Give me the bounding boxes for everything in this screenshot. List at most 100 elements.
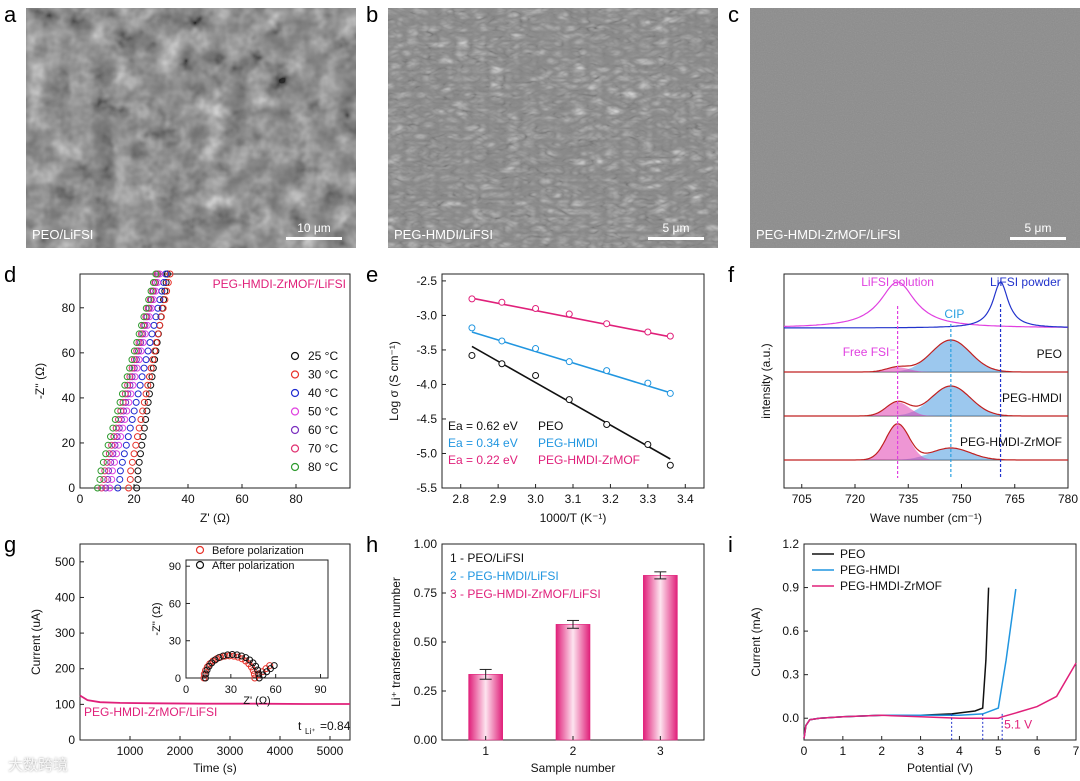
d-point-2-19 [150, 321, 158, 329]
d-point-4-14 [130, 364, 138, 372]
h-xtick-label-2: 3 [657, 744, 664, 758]
d-point-6-0 [94, 484, 102, 492]
d-point-2-16 [144, 347, 152, 355]
e-ytick-label-0: -2.5 [416, 274, 437, 288]
g-inset-legend-label-1: After polarization [212, 560, 295, 572]
d-point-3-16 [137, 347, 145, 355]
d-point-2-15 [142, 356, 150, 364]
g-inset-ytick-label-2: 60 [169, 598, 181, 610]
d-point-5-18 [137, 330, 145, 338]
g-t-value: =0.84 [320, 719, 351, 733]
h-ytick-label-2: 0.50 [414, 635, 438, 649]
d-legend-marker-2 [290, 388, 300, 398]
d-point-2-3 [118, 458, 126, 466]
scale-bar-c: 5 μm [1010, 221, 1066, 240]
chart-e-svg: 2.8 2.9 3.0 3.1 3.2 3.3 3.4 -2.5 -3.0 -3.5 -4.0 -4.… [387, 273, 705, 525]
d-point-0-3 [135, 458, 143, 466]
d-legend-marker-1 [290, 370, 300, 379]
sem-image-c: PEG-HMDI-ZrMOF/LiFSI 5 μm [750, 8, 1080, 248]
g-inset-point-1-1 [202, 670, 210, 678]
d-point-6-18 [135, 330, 143, 338]
e-ea-label-2: Ea = 0.22 eV [448, 453, 518, 467]
g-inset-ylabel: -Z'' (Ω) [151, 602, 163, 635]
d-point-5-14 [128, 364, 136, 372]
g-inset-xtick-label-2: 60 [270, 684, 282, 696]
d-point-2-20 [152, 313, 160, 321]
d-point-6-19 [138, 321, 146, 329]
d-xtick-label-2: 40 [181, 492, 195, 506]
d-point-0-14 [149, 364, 157, 372]
e-ytick-label-2: -3.5 [416, 343, 437, 357]
e-series-label-0: PEO [538, 419, 563, 433]
d-point-6-2 [97, 467, 105, 475]
i-plot-frame [803, 543, 1077, 741]
d-point-4-5 [111, 441, 119, 449]
scale-bar-b: 5 μm [648, 221, 704, 240]
g-inset-legend-marker-1 [195, 560, 205, 570]
i-ytick-label-0: 0.0 [782, 711, 799, 725]
g-sample-label: PEG-HMDI-ZrMOF/LiFSI [84, 705, 217, 719]
d-point-6-24 [149, 279, 157, 287]
d-xtick-label-1: 20 [127, 492, 141, 506]
d-point-4-0 [102, 484, 110, 492]
g-inset-point-0-15 [247, 663, 255, 671]
h-ytick-label-4: 1.00 [414, 537, 438, 551]
f-ylabel: intensity (a.u.) [759, 343, 773, 418]
e-point-0-3 [565, 396, 573, 404]
d-point-4-2 [105, 467, 113, 475]
g-xtick-label-3: 4000 [267, 744, 294, 758]
d-point-0-5 [138, 441, 146, 449]
d-point-5-20 [142, 313, 150, 321]
d-point-6-13 [123, 373, 131, 381]
i-xtick-label-0: 0 [801, 744, 808, 758]
d-point-4-11 [124, 390, 132, 398]
e-point-2-0 [468, 295, 476, 303]
i-xtick-label-7: 7 [1073, 744, 1080, 758]
d-point-5-11 [121, 390, 129, 398]
e-point-2-1 [498, 298, 506, 306]
d-point-3-24 [154, 279, 162, 287]
scale-text-b: 5 μm [662, 221, 690, 235]
d-point-5-0 [98, 484, 106, 492]
d-point-1-5 [132, 441, 140, 449]
d-point-2-2 [116, 467, 124, 475]
g-ytick-label-5: 500 [55, 555, 75, 569]
d-point-1-8 [137, 416, 145, 424]
g-inset-point-1-10 [233, 651, 241, 659]
d-point-1-25 [166, 270, 174, 278]
d-point-5-6 [110, 433, 118, 441]
d-point-0-7 [140, 424, 148, 432]
d-point-2-4 [120, 450, 128, 458]
d-point-0-4 [136, 450, 144, 458]
d-ytick-label-3: 60 [62, 346, 76, 360]
f-xtick-label-5: 780 [1058, 492, 1078, 506]
g-inset-point-1-9 [228, 651, 236, 659]
f-xtick-label-1: 720 [845, 492, 865, 506]
chart-h: 0.00 0.25 0.50 0.75 1.00 1 2 3 Sample number Li⁺ … [360, 532, 720, 781]
d-point-0-0 [133, 484, 141, 492]
panel-letter-i: i [728, 532, 733, 557]
i-ylabel: Current (mA) [749, 607, 763, 676]
g-ytick-label-0: 0 [68, 733, 75, 747]
d-ytick-label-0: 0 [68, 481, 75, 495]
panel-letter-g: g [4, 532, 17, 557]
e-xtick-label-5: 3.3 [640, 492, 657, 506]
d-point-2-7 [126, 424, 134, 432]
d-point-4-1 [104, 475, 112, 483]
d-legend-label-4: 60 °C [308, 423, 338, 437]
d-point-6-14 [126, 364, 134, 372]
e-ytick-label-3: -4.0 [416, 377, 437, 391]
d-annotation: PEG-HMDI-ZrMOF/LiFSI [213, 277, 346, 291]
d-point-6-12 [121, 381, 129, 389]
h-bar-0 [468, 674, 503, 741]
f-label-cip: CIP [944, 307, 964, 321]
f-xtick-label-3: 750 [951, 492, 971, 506]
g-t-label: t [298, 719, 302, 733]
d-point-5-17 [135, 338, 143, 346]
d-point-5-3 [103, 458, 111, 466]
d-point-5-19 [140, 321, 148, 329]
d-point-0-1 [134, 475, 142, 483]
d-point-1-12 [144, 381, 152, 389]
d-ytick-label-2: 40 [62, 391, 76, 405]
d-point-2-17 [146, 338, 154, 346]
